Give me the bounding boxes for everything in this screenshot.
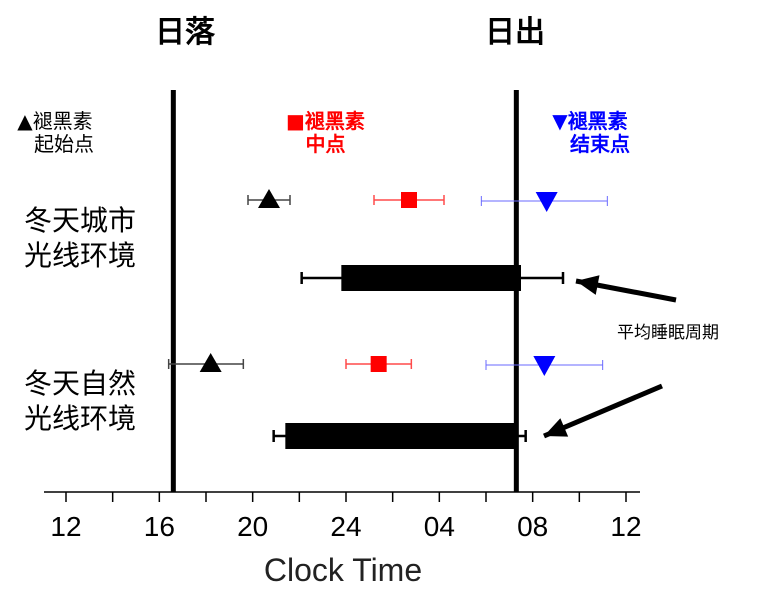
natural-midpoint-marker: [370, 356, 387, 372]
legend-onset: ▲褪黑素 起始点: [16, 110, 94, 156]
legend-onset-line2: 起始点: [34, 132, 94, 156]
x-tick-label: 16: [144, 511, 175, 542]
urban-midpoint-marker: [401, 192, 417, 208]
midpoint-marker-icon: ■: [286, 109, 305, 133]
legend-offset-line2: 结束点: [570, 132, 630, 156]
sleep-annotation: 平均睡眠周期: [617, 323, 719, 343]
natural-sleep-bar: [285, 423, 517, 449]
arrow-natural-head: [544, 418, 569, 437]
sunrise-label: 日出: [485, 15, 545, 50]
condition-label-urban-line2: 光线环境: [24, 239, 137, 272]
natural-offset-marker: [533, 356, 556, 376]
urban-offset-marker: [535, 192, 558, 212]
x-tick-label: 04: [424, 511, 455, 542]
arrow-urban-head: [576, 275, 600, 295]
condition-label-urban: 冬天城市 光线环境: [24, 203, 136, 273]
x-tick-label: 20: [237, 511, 268, 542]
legend-onset-line1: 褪黑素: [32, 109, 93, 133]
x-tick-label: 12: [50, 511, 81, 542]
urban-sleep-bar: [341, 265, 521, 291]
urban-onset-marker: [258, 189, 280, 208]
legend-midpoint: ■褪黑素 中点: [286, 110, 365, 156]
legend-offset-line1: 褪黑素: [567, 109, 628, 133]
x-tick-label: 12: [610, 511, 641, 542]
legend-midpoint-line2: 中点: [305, 132, 346, 156]
legend-midpoint-line1: 褪黑素: [304, 109, 365, 133]
onset-marker-icon: ▲: [17, 109, 33, 133]
offset-marker-icon: ▼: [552, 109, 568, 133]
x-tick-label: 24: [330, 511, 361, 542]
condition-label-urban-line1: 冬天城市: [24, 204, 137, 237]
sunset-label: 日落: [155, 15, 215, 50]
x-tick-label: 08: [517, 511, 548, 542]
condition-label-natural-line2: 光线环境: [24, 402, 137, 435]
condition-label-natural-line1: 冬天自然: [24, 367, 137, 400]
legend-offset: ▼褪黑素 结束点: [550, 110, 630, 156]
natural-onset-marker: [199, 353, 222, 372]
x-axis-title: Clock Time: [264, 552, 422, 588]
condition-label-natural: 冬天自然 光线环境: [24, 366, 136, 436]
